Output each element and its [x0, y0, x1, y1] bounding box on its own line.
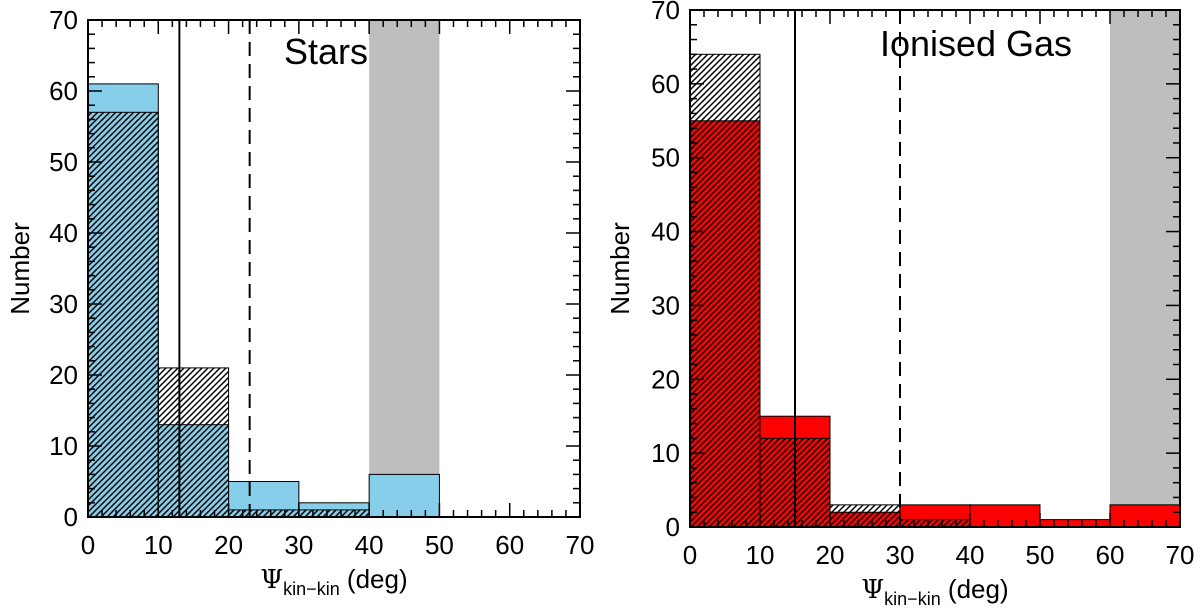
y-tick-label: 30	[49, 289, 78, 319]
x-tick-label: 0	[81, 530, 95, 560]
hatched-bar-2	[829, 504, 901, 528]
x-tick-label: 40	[956, 540, 985, 570]
panel-title: Stars	[284, 31, 368, 72]
y-tick-label: 40	[49, 218, 78, 248]
x-tick-label: 20	[816, 540, 845, 570]
y-tick-label: 20	[651, 364, 680, 394]
x-tick-label: 10	[144, 530, 173, 560]
hatched-bar-1	[157, 367, 230, 518]
hatched-bar-2	[228, 509, 300, 518]
x-tick-label: 30	[886, 540, 915, 570]
x-axis-label: Ψkin−kin (deg)	[260, 564, 407, 599]
y-tick-label: 40	[651, 217, 680, 247]
x-tick-label: 10	[746, 540, 775, 570]
hatched-bar-3	[298, 509, 370, 518]
y-tick-label: 30	[651, 290, 680, 320]
y-tick-label: 70	[651, 0, 680, 25]
shaded-region	[369, 20, 440, 517]
y-tick-label: 50	[651, 143, 680, 173]
x-tick-label: 50	[1026, 540, 1055, 570]
y-tick-label: 10	[49, 431, 78, 461]
y-tick-label: 20	[49, 360, 78, 390]
shaded-region	[1110, 10, 1180, 527]
y-axis-label: Number	[5, 222, 35, 315]
stars-panel: 0 10 20 30 40 50 60 70 0 10 20 30 40 50 60 70 Number Ψkin…	[5, 5, 595, 599]
panel-title: Ionised Gas	[880, 23, 1072, 64]
y-tick-label: 0	[666, 512, 680, 542]
y-tick-label: 0	[64, 502, 78, 532]
x-axis-label: Ψkin−kin (deg)	[861, 574, 1008, 609]
ionised-gas-panel: 0 10 20 30 40 50 60 70 0 10 20 30 40 50 60 70 Number Ψkin…	[605, 0, 1195, 609]
x-tick-label: 60	[495, 530, 524, 560]
x-tick-label: 70	[566, 530, 595, 560]
x-tick-label: 40	[355, 530, 384, 560]
filled-bar-6	[1109, 504, 1181, 528]
y-tick-label: 60	[49, 76, 78, 106]
y-tick-label: 70	[49, 5, 78, 35]
y-tick-label: 50	[49, 147, 78, 177]
filled-bar-5	[1039, 519, 1111, 528]
hatched-bar-0	[87, 111, 159, 518]
y-tick-label: 60	[651, 69, 680, 99]
plot-frame	[87, 19, 581, 518]
filled-bar-4	[969, 504, 1041, 528]
x-tick-label: 60	[1096, 540, 1125, 570]
x-tick-label: 20	[214, 530, 243, 560]
hatched-bar-0	[689, 53, 761, 528]
hatched-bar-3	[899, 519, 971, 528]
x-tick-label: 50	[425, 530, 454, 560]
x-tick-label: 30	[284, 530, 313, 560]
y-axis-label: Number	[605, 222, 635, 315]
x-tick-label: 0	[683, 540, 697, 570]
y-tick-label: 10	[651, 438, 680, 468]
filled-bar-4	[368, 473, 440, 518]
plot-frame	[689, 9, 1181, 528]
x-tick-label: 70	[1166, 540, 1195, 570]
